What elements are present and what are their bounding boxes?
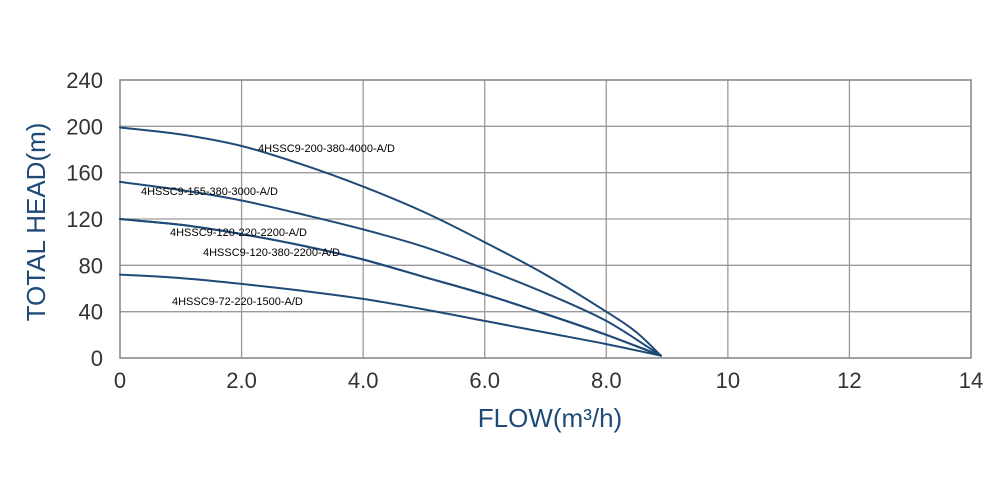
series-label: 4HSSC9-120-220-2200-A/D	[170, 227, 307, 239]
y-tick-label: 120	[66, 207, 103, 232]
series-line	[119, 218, 662, 357]
grid	[119, 79, 972, 359]
series-label: 4HSSC9-155-380-3000-A/D	[141, 186, 278, 198]
x-tick-label: 14	[959, 368, 983, 393]
series-line	[119, 273, 662, 357]
y-tick-label: 0	[91, 346, 103, 371]
tick-labels: 0 2.0 4.0 6.0 8.0 10 12 14 0 40 80 120 160 200 240	[66, 68, 983, 393]
x-tick-label: 12	[837, 368, 861, 393]
x-tick-label: 6.0	[469, 368, 500, 393]
y-tick-label: 200	[66, 114, 103, 139]
x-tick-label: 8.0	[591, 368, 622, 393]
series-label: 4HSSC9-200-380-4000-A/D	[258, 143, 395, 155]
series-line	[119, 218, 662, 357]
x-tick-label: 4.0	[348, 368, 379, 393]
curve-labels: 4HSSC9-200-380-4000-A/D 4HSSC9-155-380-30…	[141, 143, 395, 308]
curves	[119, 126, 662, 357]
y-tick-label: 160	[66, 161, 103, 186]
y-axis-title: TOTAL HEAD(m)	[21, 123, 51, 322]
series-label: 4HSSC9-72-220-1500-A/D	[172, 296, 303, 308]
x-tick-label: 0	[114, 368, 126, 393]
series-line	[119, 126, 662, 357]
x-tick-label: 10	[716, 368, 740, 393]
x-axis-title: FLOW(m³/h)	[478, 403, 622, 433]
y-tick-label: 40	[79, 300, 103, 325]
series-line	[119, 180, 662, 357]
y-tick-label: 80	[79, 253, 103, 278]
x-tick-label: 2.0	[226, 368, 257, 393]
y-tick-label: 240	[66, 68, 103, 93]
series-label: 4HSSC9-120-380-2200-A/D	[203, 247, 340, 259]
